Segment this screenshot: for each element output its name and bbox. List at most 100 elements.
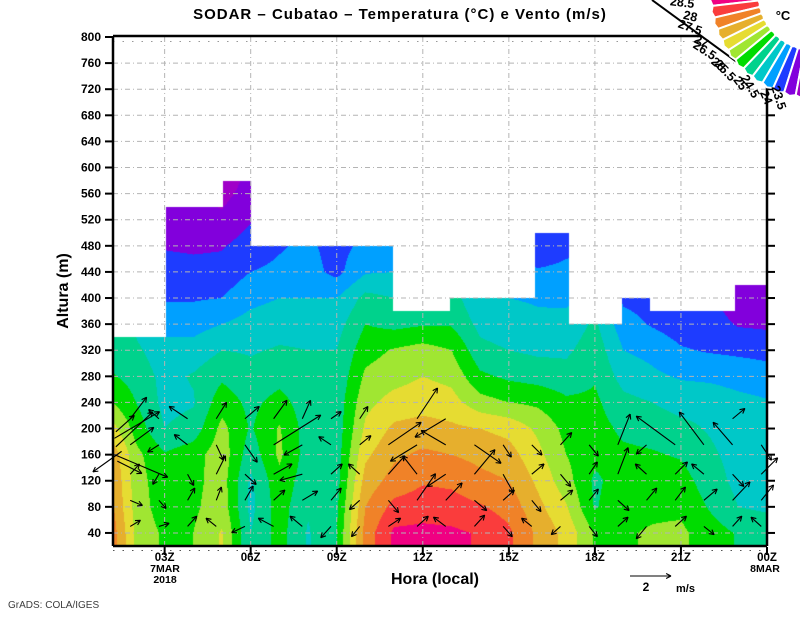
axes-frame	[111, 0, 769, 548]
wind-vector	[252, 459, 258, 463]
wind-vector	[775, 457, 779, 464]
start-year-label: 2018	[153, 574, 177, 586]
wind-vector	[634, 463, 647, 475]
wind-vector	[635, 448, 639, 455]
wind-vector	[635, 444, 647, 455]
wind-vector	[339, 487, 342, 494]
wind-vector	[536, 452, 543, 456]
wind-vector	[148, 408, 155, 412]
end-date-label: 8MAR	[750, 563, 780, 575]
wind-vector	[684, 515, 688, 522]
chart-title: SODAR – Cubatao – Temperatura (°C) e Ven…	[193, 6, 607, 23]
wind-vector	[629, 414, 632, 420]
wind-vector	[712, 422, 715, 428]
wind-vector	[145, 397, 148, 403]
wind-vector	[425, 515, 429, 522]
wind-vector	[484, 505, 488, 511]
x-tick-label: 03Z	[155, 552, 175, 564]
wind-vector	[550, 529, 554, 535]
wind-vector	[593, 453, 599, 457]
y-tick-label: 720	[81, 82, 101, 96]
wind-vector	[493, 449, 496, 456]
wind-vector	[279, 473, 303, 481]
wind-vector	[387, 455, 406, 475]
wind-vector	[531, 444, 543, 456]
x-tick-label: 21Z	[671, 552, 691, 564]
wind-vector	[711, 488, 718, 491]
wind-vector	[351, 533, 357, 538]
wind-vector	[339, 463, 343, 470]
wind-vector	[187, 515, 198, 527]
wind-vector	[301, 400, 312, 419]
wind-vector	[646, 487, 658, 501]
legend-fan-label: 28.5	[669, 0, 695, 11]
wind-vector	[115, 411, 154, 448]
wind-vector	[164, 503, 167, 509]
wind-vector	[569, 432, 573, 439]
wind-vector	[194, 516, 198, 522]
wind-vector	[680, 486, 686, 490]
x-axis-title: Hora (local)	[391, 571, 479, 588]
wind-vector	[205, 517, 212, 520]
wind-vector	[736, 515, 742, 519]
wind-vector	[359, 406, 369, 420]
wind-vector	[422, 515, 429, 519]
y-axis-ticks: 40 80 120 160 200 240 280 320 360 400 440 480 520 560…	[81, 30, 775, 540]
wind-vector	[320, 532, 323, 538]
wind-vector	[771, 484, 775, 491]
wind-vector	[682, 461, 688, 465]
x-axis-ticks: 03Z 06Z 09Z 12Z 15Z 18Z 21Z 00Z	[155, 547, 777, 564]
wind-vector	[595, 531, 598, 537]
wind-vector	[770, 454, 773, 461]
wind-vector	[592, 461, 598, 466]
wind-vector	[330, 487, 342, 501]
wind-vector	[173, 434, 178, 440]
wind-vector	[674, 515, 687, 527]
wind-vector	[691, 463, 695, 470]
wind-vector	[156, 411, 161, 417]
wind-vector	[685, 461, 689, 468]
y-tick-label: 120	[81, 474, 101, 488]
wind-vector	[498, 458, 502, 464]
wind-vector	[416, 387, 439, 420]
wind-vector	[282, 489, 286, 496]
wind-vector	[305, 399, 311, 405]
wind-vector	[388, 517, 401, 527]
wind-vector	[396, 507, 400, 513]
wind-vector	[596, 450, 599, 457]
wind-vector	[502, 444, 512, 458]
wind-vector	[160, 506, 167, 510]
wind-reference: 2 m/s	[630, 572, 695, 595]
wind-vector	[221, 401, 227, 406]
wind-vector	[215, 402, 227, 420]
y-tick-label: 800	[81, 30, 101, 44]
wind-vector	[506, 454, 512, 458]
legend-fan-label: 26	[708, 54, 728, 74]
wind-vector	[114, 454, 168, 478]
wind-vector	[350, 531, 354, 537]
wind-vector	[320, 526, 332, 539]
wind-vectors	[92, 387, 779, 540]
y-tick-label: 560	[81, 187, 101, 201]
wind-vector	[506, 534, 513, 538]
wind-vector	[318, 436, 322, 442]
wind-vector	[588, 488, 599, 501]
wind-vector	[314, 490, 319, 497]
wind-vector	[349, 507, 355, 511]
wind-vector	[191, 515, 197, 519]
wind-vector	[147, 444, 160, 453]
wind-vector	[678, 411, 705, 446]
wind-vector	[588, 461, 598, 475]
wind-vector	[479, 514, 485, 518]
wind-vector	[92, 470, 99, 473]
wind-reference-unit: m/s	[676, 583, 695, 595]
wind-vector	[257, 517, 274, 527]
wind-reference-arrow	[630, 572, 672, 580]
wind-vector	[129, 463, 140, 475]
wind-vector	[273, 463, 293, 475]
gridlines	[113, 37, 767, 551]
x-tick-label: 15Z	[499, 552, 519, 564]
wind-vector	[617, 499, 630, 511]
wind-vector	[348, 463, 361, 475]
